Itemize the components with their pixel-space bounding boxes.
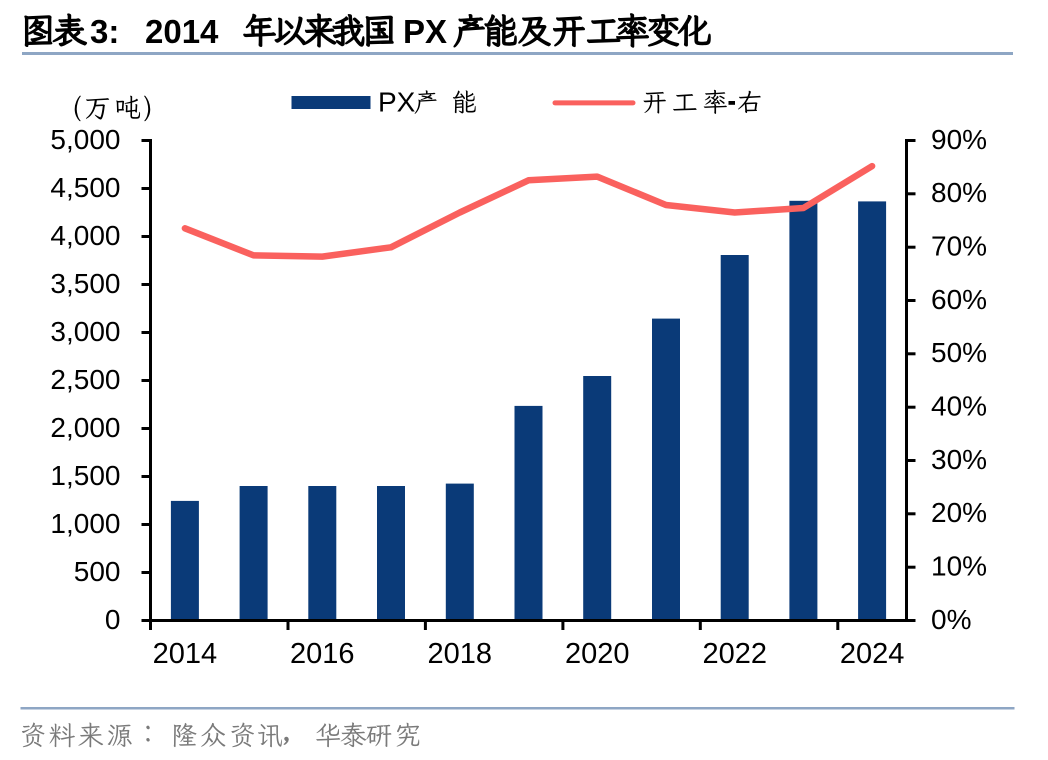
svg-text:50%: 50% bbox=[931, 337, 987, 368]
svg-text:2014: 2014 bbox=[153, 638, 218, 670]
svg-text:2,000: 2,000 bbox=[50, 412, 120, 443]
svg-text:3,000: 3,000 bbox=[50, 316, 120, 347]
svg-text:4,500: 4,500 bbox=[50, 172, 120, 203]
svg-text:3,500: 3,500 bbox=[50, 268, 120, 299]
svg-text:0%: 0% bbox=[931, 604, 971, 635]
svg-text:PX: PX bbox=[403, 13, 447, 50]
svg-text:2014: 2014 bbox=[145, 13, 219, 50]
svg-text:500: 500 bbox=[74, 556, 121, 587]
svg-text:0: 0 bbox=[105, 604, 121, 635]
svg-text:1,500: 1,500 bbox=[50, 460, 120, 491]
svg-text:2024: 2024 bbox=[840, 638, 905, 670]
svg-text:2,500: 2,500 bbox=[50, 364, 120, 395]
svg-text:PX: PX bbox=[378, 87, 416, 118]
svg-text:90%: 90% bbox=[931, 124, 987, 155]
svg-text:2020: 2020 bbox=[565, 638, 630, 670]
svg-text:30%: 30% bbox=[931, 444, 987, 475]
svg-text:20%: 20% bbox=[931, 497, 987, 528]
svg-text:1,000: 1,000 bbox=[50, 508, 120, 539]
svg-text:80%: 80% bbox=[931, 177, 987, 208]
svg-text:3:: 3: bbox=[90, 13, 119, 50]
svg-text:70%: 70% bbox=[931, 231, 987, 262]
svg-text:10%: 10% bbox=[931, 551, 987, 582]
svg-text:40%: 40% bbox=[931, 391, 987, 422]
svg-text:60%: 60% bbox=[931, 284, 987, 315]
svg-text:5,000: 5,000 bbox=[50, 124, 120, 155]
svg-text:2018: 2018 bbox=[428, 638, 493, 670]
svg-text:4,000: 4,000 bbox=[50, 220, 120, 251]
svg-text:2016: 2016 bbox=[290, 638, 355, 670]
svg-text:2022: 2022 bbox=[702, 638, 767, 670]
